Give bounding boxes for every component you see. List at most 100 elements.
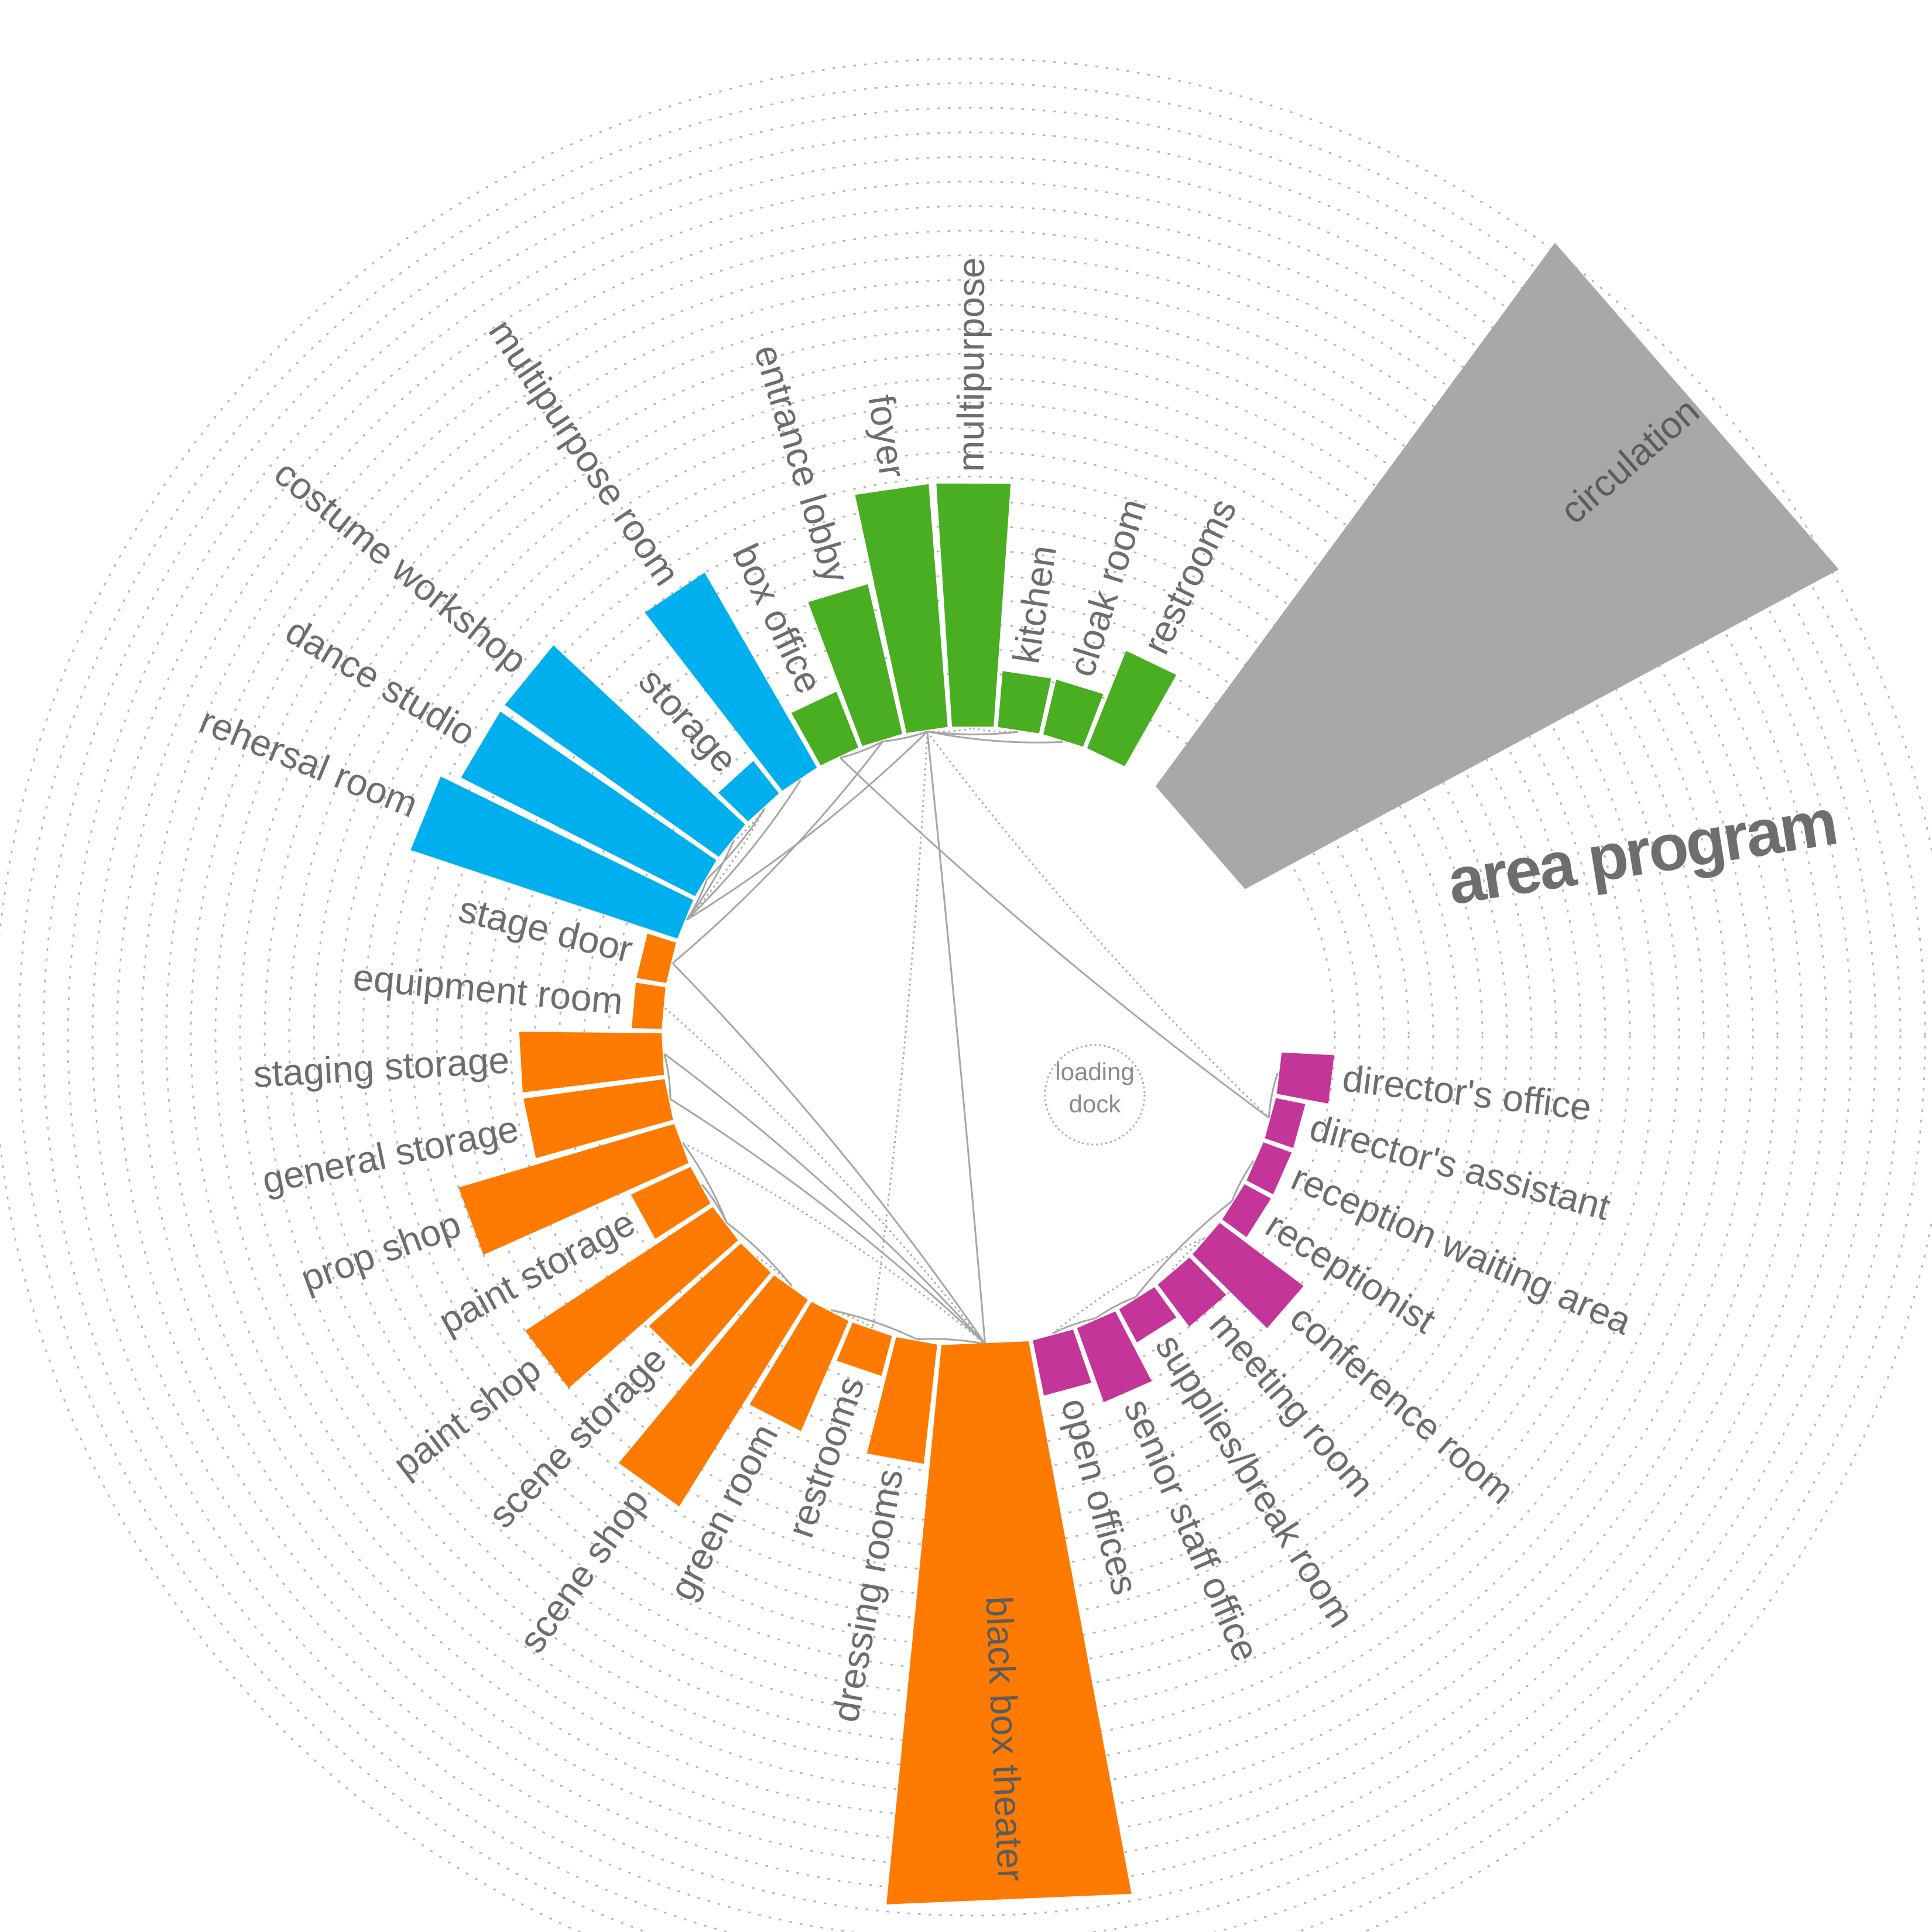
bar-general-storage: [523, 1079, 673, 1159]
bar-conference-room: [1192, 1222, 1304, 1328]
label-foyer: foyer: [860, 392, 914, 480]
label-multipurpose: multipurpose: [950, 257, 992, 472]
bar-scene-shop: [619, 1275, 808, 1507]
grid-ring: [337, 402, 1606, 1671]
loading-dock-label-line1: loading: [1055, 1058, 1134, 1085]
grid-ring: [116, 180, 1828, 1892]
bar-scene-storage: [649, 1243, 771, 1367]
bar-entrance-lobby: [808, 584, 903, 746]
bar-stage-door: [636, 933, 676, 984]
bar-dance-studio: [461, 711, 717, 896]
bar-meeting-room: [1157, 1257, 1227, 1327]
connection-line: [664, 1008, 986, 1345]
bar-rehersal-room: [410, 776, 693, 939]
loading-dock: loading dock: [1044, 1044, 1146, 1146]
bar-black-box-theater: [886, 1341, 1132, 1904]
bar-reception-waiting-area: [1246, 1142, 1292, 1195]
grid-ring: [214, 279, 1729, 1794]
label-equipment-room: equipment room: [351, 956, 625, 1023]
grid-ring: [190, 254, 1754, 1818]
grid-ring: [263, 328, 1680, 1745]
bar-cloak-room: [1043, 679, 1104, 747]
bar-multipurpose: [936, 483, 1011, 727]
grid-rings: [0, 58, 1932, 1932]
bar-director-s-assistant: [1265, 1098, 1306, 1149]
connection-line: [840, 741, 883, 759]
grid-ring: [362, 426, 1582, 1646]
grid-ring: [559, 623, 1385, 1450]
connection-line: [1051, 1236, 1205, 1334]
connection-line: [1052, 1317, 1096, 1334]
connection-line: [672, 741, 883, 964]
connection-line: [1231, 1160, 1255, 1201]
bars: [410, 242, 1839, 1904]
bar-director-s-office: [1276, 1052, 1334, 1104]
bar-storage: [718, 761, 779, 821]
bar-senior-staff-office: [1077, 1311, 1152, 1402]
connection-line: [830, 1309, 917, 1340]
loading-dock-circle: [1044, 1044, 1146, 1146]
connection-line: [682, 1142, 728, 1223]
grid-ring: [509, 574, 1434, 1499]
connection-lines: [663, 727, 1279, 1345]
bar-circulation: [1155, 242, 1839, 889]
bar-restrooms: [1087, 650, 1177, 766]
connection-line: [926, 731, 986, 1344]
bar-green-room: [749, 1301, 849, 1431]
connection-line: [686, 780, 801, 921]
chart-title: area program: [1443, 785, 1840, 919]
connection-line: [840, 757, 1270, 1119]
grid-ring: [0, 58, 1932, 1932]
connection-line: [1268, 1073, 1279, 1118]
bar-supplies-break-room: [1119, 1287, 1177, 1342]
grid-ring: [436, 500, 1508, 1573]
label-cloak-room: cloak room: [1060, 494, 1155, 681]
loading-dock-label-line2: dock: [1069, 1090, 1122, 1118]
connection-line: [672, 962, 986, 1345]
connection-line: [1135, 1200, 1233, 1298]
connection-line: [726, 1222, 793, 1287]
connection-line: [872, 731, 929, 1328]
connection-line: [882, 731, 928, 742]
bar-receptionist: [1222, 1184, 1271, 1238]
bar-costume-workshop: [505, 645, 745, 857]
connection-line: [686, 841, 734, 921]
grid-ring: [42, 107, 1902, 1932]
label-staging-storage: staging storage: [252, 1039, 511, 1095]
connection-line: [686, 731, 928, 921]
grid-ring: [18, 82, 1926, 1932]
connection-line: [1095, 1296, 1136, 1319]
connection-line: [663, 1053, 672, 1099]
grid-ring: [91, 156, 1852, 1917]
label-dressing-rooms: dressing rooms: [824, 1465, 911, 1725]
connection-line: [917, 1338, 985, 1345]
bar-staging-storage: [519, 1032, 664, 1092]
grid-ring: [583, 648, 1361, 1425]
grid-ring: [67, 131, 1877, 1932]
connection-line: [686, 808, 766, 921]
connection-line: [926, 731, 1270, 1119]
label-rehersal-room: rehersal room: [194, 699, 424, 825]
bar-dressing-rooms: [866, 1337, 937, 1464]
connection-line: [927, 731, 1063, 744]
grid-ring: [141, 205, 1803, 1868]
bar-open-offices: [1033, 1330, 1092, 1396]
bar-equipment-room: [631, 982, 666, 1029]
bar-paint-shop: [525, 1207, 738, 1388]
bar-multipurpose-room: [645, 573, 817, 791]
label-multipurpose-room: multipurpose room: [481, 311, 688, 592]
connection-line: [682, 1142, 986, 1345]
connection-line: [706, 808, 766, 880]
bar-paint-storage: [631, 1167, 711, 1239]
bar-box-office: [791, 691, 859, 766]
label-prop-shop: prop shop: [295, 1203, 466, 1300]
connection-line: [663, 1053, 986, 1345]
label-kitchen: kitchen: [1005, 543, 1064, 666]
grid-ring: [288, 352, 1656, 1720]
bar-prop-shop: [458, 1123, 689, 1255]
bar-foyer: [855, 484, 948, 733]
bar-kitchen: [998, 671, 1051, 734]
connection-line: [670, 1098, 986, 1345]
grid-ring: [411, 475, 1533, 1597]
grid-ring: [485, 549, 1459, 1523]
